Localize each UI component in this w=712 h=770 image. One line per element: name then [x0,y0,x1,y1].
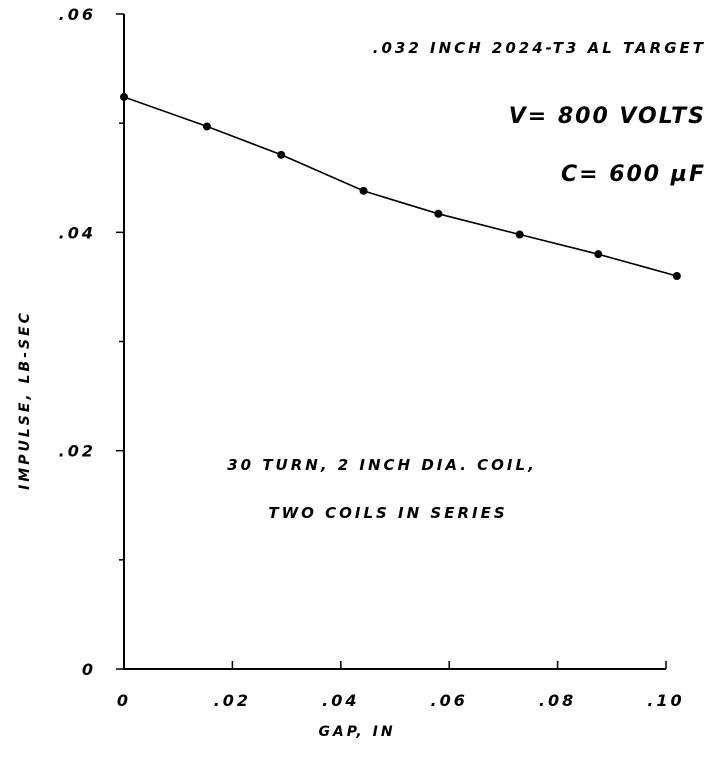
data-point [277,150,286,159]
series-line [123,96,678,277]
data-point [515,230,524,239]
y-tick-label: 0 [82,660,96,679]
annotation-target: .032 INCH 2024-T3 AL TARGET [373,39,706,57]
y-tick-label: .02 [59,442,96,461]
x-tick-label: .04 [322,691,359,710]
data-point [202,122,211,131]
x-tick-label: .08 [539,691,576,710]
data-series [120,92,681,280]
annotation-capacitance: C= 600 µF [561,162,706,187]
data-point [359,186,368,195]
x-tick-label: .06 [431,691,468,710]
annotation-coil-line2: TWO COILS IN SERIES [268,504,507,522]
data-point [594,250,603,259]
y-tick-label: .06 [59,5,96,24]
x-tick-label: .02 [214,691,251,710]
x-tick-label: .10 [647,691,684,710]
annotation-voltage: V= 800 VOLTS [509,104,706,129]
annotation-coil-line1: 30 TURN, 2 INCH DIA. COIL, [227,456,537,474]
data-point [120,92,128,101]
tick-labels: 0 .02 .04 .06 .08 .10 0 .02 .04 .06 [59,5,684,710]
tick-marks [116,13,667,670]
x-axis-title: GAP, IN [318,724,395,740]
y-tick-label: .04 [59,223,96,242]
y-axis-title: IMPULSE, LB-SEC [17,310,33,490]
x-tick-label: 0 [117,691,131,710]
data-point [434,209,443,218]
data-point [672,272,681,280]
